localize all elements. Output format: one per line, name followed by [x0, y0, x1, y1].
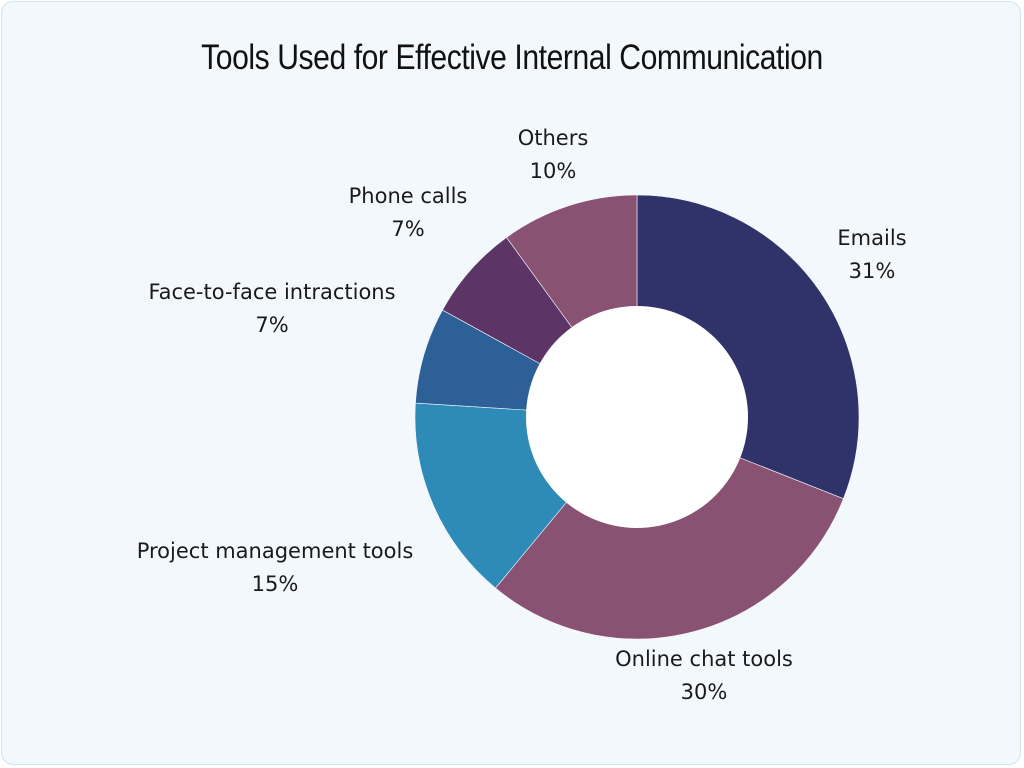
donut-hole: [526, 306, 748, 528]
label-value: 31%: [848, 259, 896, 283]
label-phone-calls: Phone calls 7%: [349, 180, 468, 246]
label-project-management-tools: Project management tools 15%: [137, 535, 414, 601]
label-name: Others: [517, 126, 589, 150]
chart-title: Tools Used for Effective Internal Commun…: [201, 38, 823, 77]
label-value: 15%: [251, 572, 299, 596]
label-name: Project management tools: [136, 539, 414, 563]
label-value: 7%: [255, 313, 289, 337]
label-emails: Emails 31%: [837, 222, 906, 288]
label-others: Others 10%: [518, 122, 589, 188]
label-value: 30%: [680, 680, 728, 704]
label-name: Emails: [837, 226, 907, 250]
label-value: 10%: [529, 159, 577, 183]
label-online-chat-tools: Online chat tools 30%: [615, 643, 793, 709]
label-face-to-face-intractions: Face-to-face intractions 7%: [148, 276, 395, 342]
label-name: Face-to-face intractions: [148, 280, 396, 304]
label-name: Phone calls: [348, 184, 468, 208]
label-name: Online chat tools: [615, 647, 793, 671]
slice-online-chat-tools: [495, 416, 844, 640]
label-value: 7%: [391, 217, 425, 241]
